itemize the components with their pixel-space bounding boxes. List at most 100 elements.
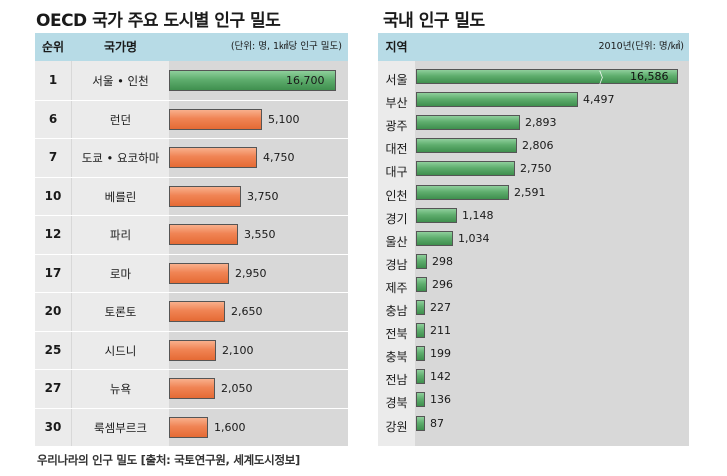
data-bar — [169, 416, 208, 438]
region-label: 경북 — [385, 396, 408, 411]
rank-label: 30 — [44, 419, 62, 434]
data-bar — [416, 392, 425, 408]
value-label: 2,893 — [525, 116, 557, 130]
region-label: 전북 — [385, 327, 408, 342]
rank-label: 20 — [44, 304, 62, 318]
value-label: 136 — [430, 393, 451, 407]
rank-label: 7 — [48, 150, 58, 164]
data-bar — [169, 301, 225, 322]
rank-label: 25 — [44, 342, 62, 357]
region-label: 서울 — [385, 73, 408, 87]
value-label: 199 — [430, 347, 451, 361]
region-header: 지역 — [385, 40, 408, 54]
data-bar — [416, 369, 425, 385]
data-bar — [416, 184, 509, 200]
region-column — [378, 61, 415, 446]
value-label: 4,750 — [263, 151, 295, 164]
rank-label: 12 — [44, 227, 62, 241]
value-label: 227 — [430, 301, 451, 314]
value-label: 2,050 — [221, 382, 253, 395]
city-label: 토론토 — [104, 305, 137, 319]
unit-label: (단위: 명, 1㎢당 인구 밀도) — [230, 41, 342, 52]
rank-label: 10 — [44, 188, 62, 203]
value-label: 16,700 — [286, 74, 325, 87]
value-label: 2,750 — [520, 162, 552, 176]
domestic-header-row — [378, 33, 689, 61]
rank-label: 1 — [48, 73, 58, 87]
data-bar — [416, 323, 425, 339]
region-label: 충북 — [385, 350, 408, 365]
city-label: 도쿄 • 요코하마 — [81, 151, 160, 165]
city-label: 서울 • 인천 — [92, 74, 149, 88]
oecd-header-row — [35, 33, 348, 61]
value-label: 298 — [432, 254, 453, 268]
row-separator — [35, 215, 348, 216]
row-separator — [35, 369, 348, 370]
city-label: 로마 — [109, 266, 132, 281]
data-bar — [416, 115, 520, 131]
region-label: 울산 — [385, 234, 408, 249]
city-label: 베를린 — [104, 189, 137, 204]
region-label: 경기 — [385, 211, 408, 226]
data-bar — [416, 346, 425, 362]
city-label: 룩셈부르크 — [94, 420, 147, 435]
region-label: 대전 — [385, 142, 408, 157]
domestic-chart-title: 국내 인구 밀도 — [383, 11, 485, 31]
oecd-chart-title: OECD 국가 주요 도시별 인구 밀도 — [36, 11, 281, 31]
value-label: 211 — [430, 324, 451, 338]
region-label: 강원 — [385, 419, 408, 434]
row-separator — [35, 99, 348, 101]
value-label: 2,100 — [222, 343, 254, 357]
rank-label: 17 — [44, 265, 62, 280]
oecd-density-chart: 순위 국가명 (단위: 명, 1㎢당 인구 밀도) 1 서울 • 인천 16,700… — [35, 33, 348, 446]
row-separator — [35, 330, 348, 332]
data-bar — [169, 339, 216, 361]
value-label: 2,650 — [231, 305, 263, 318]
data-bar — [416, 69, 678, 84]
city-label: 파리 — [109, 228, 132, 242]
value-label: 16,586 — [630, 70, 669, 83]
data-bar — [169, 147, 257, 168]
value-label: 1,148 — [462, 208, 494, 222]
source-caption: 우리나라의 인구 밀도 [출처: 국토연구원, 세계도시정보] — [37, 453, 300, 467]
data-bar — [169, 378, 215, 399]
data-bar — [169, 185, 241, 207]
value-label: 3,750 — [247, 189, 279, 203]
data-bar — [169, 224, 238, 245]
region-label: 경남 — [385, 257, 408, 272]
value-label: 2,950 — [235, 266, 267, 280]
row-separator — [35, 138, 348, 139]
value-label: 3,550 — [244, 228, 276, 241]
data-bar — [416, 300, 425, 315]
data-bar — [416, 276, 427, 292]
region-label: 인천 — [385, 188, 408, 203]
row-separator — [35, 407, 348, 409]
value-label: 1,034 — [458, 231, 490, 245]
axis-break-mark: 〉 — [599, 69, 609, 87]
value-label: 2,591 — [514, 185, 546, 199]
city-label: 뉴욕 — [109, 382, 132, 396]
data-bar — [416, 253, 427, 269]
value-label: 5,100 — [268, 112, 300, 126]
unit-label: 2010년(단위: 명/㎢) — [598, 41, 684, 52]
value-label: 87 — [430, 416, 444, 430]
region-label: 전남 — [385, 373, 408, 388]
data-bar — [169, 262, 229, 284]
data-bar — [416, 207, 457, 223]
value-label: 296 — [432, 277, 453, 291]
city-label: 시드니 — [104, 343, 137, 358]
domestic-density-chart: 지역 2010년(단위: 명/㎢) 서울 16,586 〉 부산 4,497 광주 2,89… — [378, 33, 689, 446]
rank-label: 27 — [44, 381, 62, 395]
data-bar — [169, 70, 336, 91]
city-label: 런던 — [109, 112, 132, 127]
row-separator — [35, 253, 348, 255]
city-header: 국가명 — [103, 40, 138, 54]
data-bar — [169, 108, 262, 130]
value-label: 1,600 — [214, 420, 246, 434]
data-bar — [416, 92, 578, 108]
value-label: 2,806 — [522, 139, 554, 153]
data-bar — [416, 230, 453, 246]
data-bar — [416, 161, 515, 177]
row-separator — [35, 292, 348, 293]
rank-label: 6 — [48, 111, 58, 126]
